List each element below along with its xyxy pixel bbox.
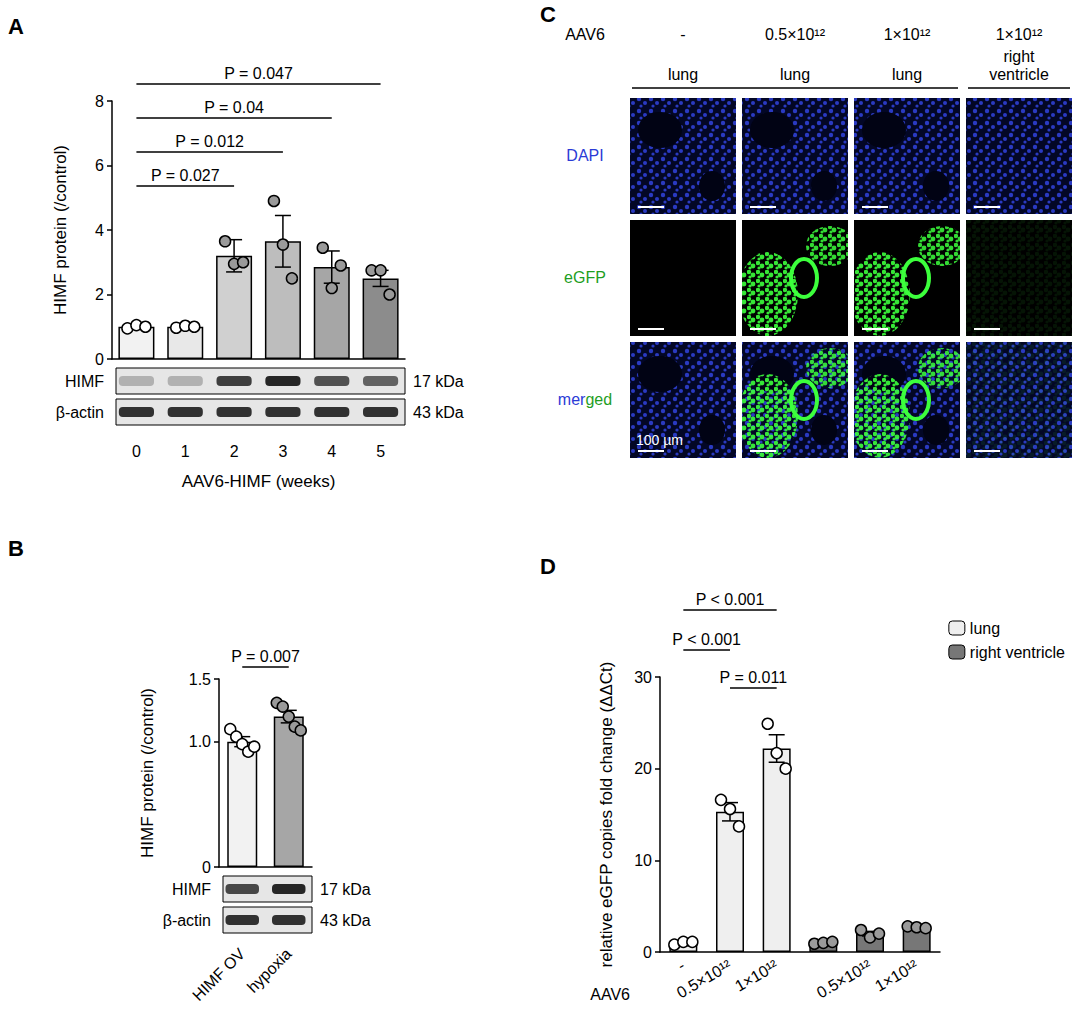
svg-text:A: A xyxy=(8,14,24,39)
svg-text:lung: lung xyxy=(780,66,810,83)
svg-text:0: 0 xyxy=(95,351,104,368)
svg-text:4: 4 xyxy=(95,222,104,239)
svg-text:100 µm: 100 µm xyxy=(636,432,683,448)
svg-text:HIMF: HIMF xyxy=(172,881,211,898)
svg-text:1×10¹²: 1×10¹² xyxy=(872,956,921,994)
svg-text:DAPI: DAPI xyxy=(566,147,603,164)
svg-text:2: 2 xyxy=(230,443,239,460)
svg-text:HIMF OV: HIMF OV xyxy=(189,945,248,1004)
svg-text:17 kDa: 17 kDa xyxy=(320,881,371,898)
svg-text:HIMF protein (/control): HIMF protein (/control) xyxy=(51,145,70,315)
svg-text:P < 0.001: P < 0.001 xyxy=(696,591,765,608)
svg-text:B: B xyxy=(8,536,24,561)
svg-text:AAV6-HIMF (weeks): AAV6-HIMF (weeks) xyxy=(182,472,336,491)
svg-text:P = 0.011: P = 0.011 xyxy=(720,669,788,686)
svg-text:8: 8 xyxy=(95,93,104,110)
svg-text:-: - xyxy=(674,957,687,974)
svg-text:4: 4 xyxy=(327,443,336,460)
svg-text:1.0: 1.0 xyxy=(189,733,211,750)
svg-text:5: 5 xyxy=(376,443,385,460)
svg-text:right ventricle: right ventricle xyxy=(970,644,1065,661)
svg-text:17 kDa: 17 kDa xyxy=(413,373,464,390)
svg-text:1×10¹²: 1×10¹² xyxy=(996,26,1043,43)
svg-text:0.5×10¹²: 0.5×10¹² xyxy=(814,956,875,1001)
svg-text:ventricle: ventricle xyxy=(989,66,1049,83)
svg-text:P < 0.001: P < 0.001 xyxy=(672,631,741,648)
svg-text:lung: lung xyxy=(668,66,698,83)
svg-text:43 kDa: 43 kDa xyxy=(413,404,464,421)
svg-text:30: 30 xyxy=(634,669,652,686)
svg-text:20: 20 xyxy=(634,760,652,777)
svg-text:P = 0.007: P = 0.007 xyxy=(231,648,300,665)
svg-text:D: D xyxy=(540,554,556,579)
svg-text:right: right xyxy=(1003,48,1035,65)
svg-text:relative eGFP copies fold chan: relative eGFP copies fold change (ΔΔCt) xyxy=(597,662,616,968)
svg-text:6: 6 xyxy=(95,157,104,174)
svg-text:eGFP: eGFP xyxy=(564,269,606,286)
svg-text:β-actin: β-actin xyxy=(163,912,211,929)
svg-text:AAV6: AAV6 xyxy=(590,986,630,1003)
svg-text:AAV6: AAV6 xyxy=(565,26,605,43)
svg-text:lung: lung xyxy=(892,66,922,83)
svg-text:0: 0 xyxy=(202,859,211,876)
svg-text:C: C xyxy=(540,2,556,27)
svg-text:P = 0.047: P = 0.047 xyxy=(224,65,293,82)
svg-text:P = 0.027: P = 0.027 xyxy=(151,167,220,184)
svg-text:merged: merged xyxy=(558,391,612,408)
svg-text:2: 2 xyxy=(95,286,104,303)
svg-text:1.5: 1.5 xyxy=(189,671,211,688)
svg-text:hypoxia: hypoxia xyxy=(244,945,295,996)
svg-text:1: 1 xyxy=(181,443,190,460)
svg-text:10: 10 xyxy=(634,852,652,869)
svg-text:lung: lung xyxy=(970,620,1000,637)
svg-text:3: 3 xyxy=(278,443,287,460)
svg-text:-: - xyxy=(680,26,685,43)
svg-text:0: 0 xyxy=(132,443,141,460)
svg-text:0: 0 xyxy=(643,944,652,961)
svg-text:0.5×10¹²: 0.5×10¹² xyxy=(674,956,735,1001)
svg-text:P = 0.04: P = 0.04 xyxy=(204,99,264,116)
svg-text:43 kDa: 43 kDa xyxy=(320,912,371,929)
svg-text:HIMF: HIMF xyxy=(65,373,104,390)
svg-text:HIMF protein (/control): HIMF protein (/control) xyxy=(138,688,157,858)
svg-text:0.5×10¹²: 0.5×10¹² xyxy=(765,26,826,43)
svg-text:β-actin: β-actin xyxy=(56,404,104,421)
svg-text:1×10¹²: 1×10¹² xyxy=(884,26,931,43)
svg-text:1×10¹²: 1×10¹² xyxy=(732,956,781,994)
svg-text:P = 0.012: P = 0.012 xyxy=(175,133,244,150)
